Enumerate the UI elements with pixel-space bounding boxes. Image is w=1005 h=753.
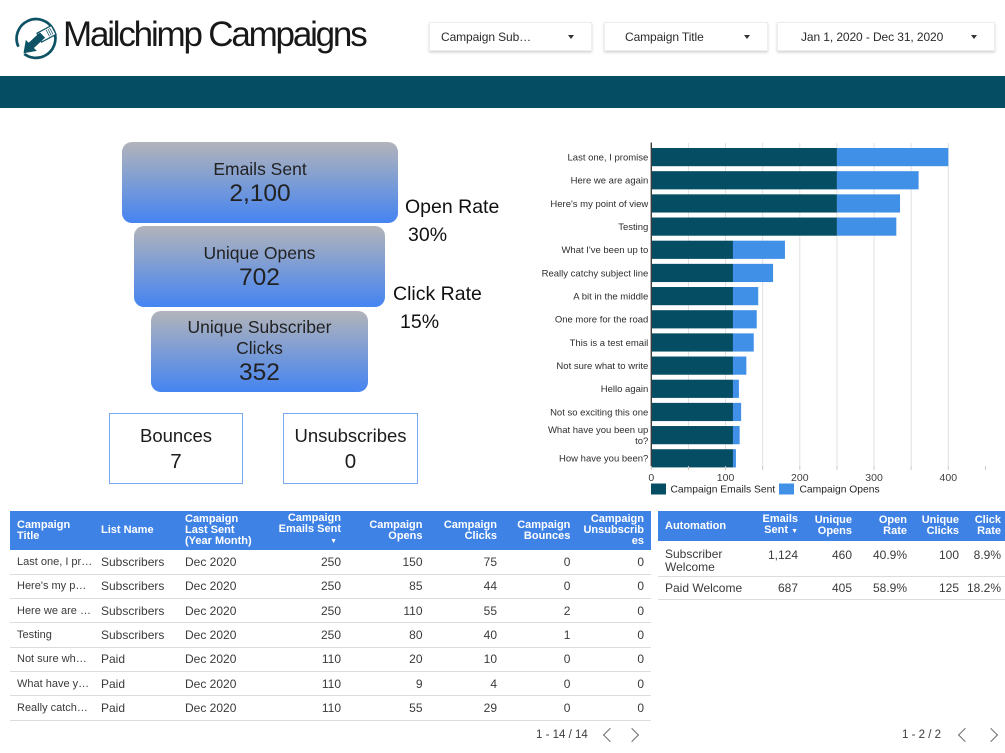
svg-text:Really catchy subject line: Really catchy subject line — [542, 268, 649, 279]
svg-text:Not sure what to write: Not sure what to write — [556, 361, 648, 372]
svg-text:One more for the road: One more for the road — [555, 315, 648, 326]
svg-text:200: 200 — [791, 472, 809, 484]
svg-text:Hello again: Hello again — [601, 384, 649, 395]
svg-text:Here we are again: Here we are again — [571, 176, 649, 187]
svg-text:Testing: Testing — [618, 222, 648, 233]
svg-text:100: 100 — [717, 472, 735, 484]
svg-text:Campaign Opens: Campaign Opens — [800, 485, 880, 496]
svg-text:Campaign Emails Sent: Campaign Emails Sent — [671, 485, 776, 496]
svg-text:A bit in the middle: A bit in the middle — [573, 292, 648, 303]
svg-text:Here's my point of view: Here's my point of view — [550, 199, 648, 210]
svg-text:to?: to? — [635, 436, 648, 447]
svg-text:300: 300 — [865, 472, 883, 484]
svg-text:What have you been up: What have you been up — [548, 425, 648, 436]
svg-text:Last one, I promise: Last one, I promise — [568, 153, 649, 164]
svg-text:400: 400 — [940, 472, 958, 484]
svg-text:What I've been up to: What I've been up to — [561, 245, 648, 256]
svg-text:0: 0 — [648, 472, 654, 484]
svg-text:Not so exciting this one: Not so exciting this one — [550, 407, 648, 418]
svg-text:This is a test email: This is a test email — [570, 338, 649, 349]
svg-text:How have you been?: How have you been? — [559, 454, 648, 465]
